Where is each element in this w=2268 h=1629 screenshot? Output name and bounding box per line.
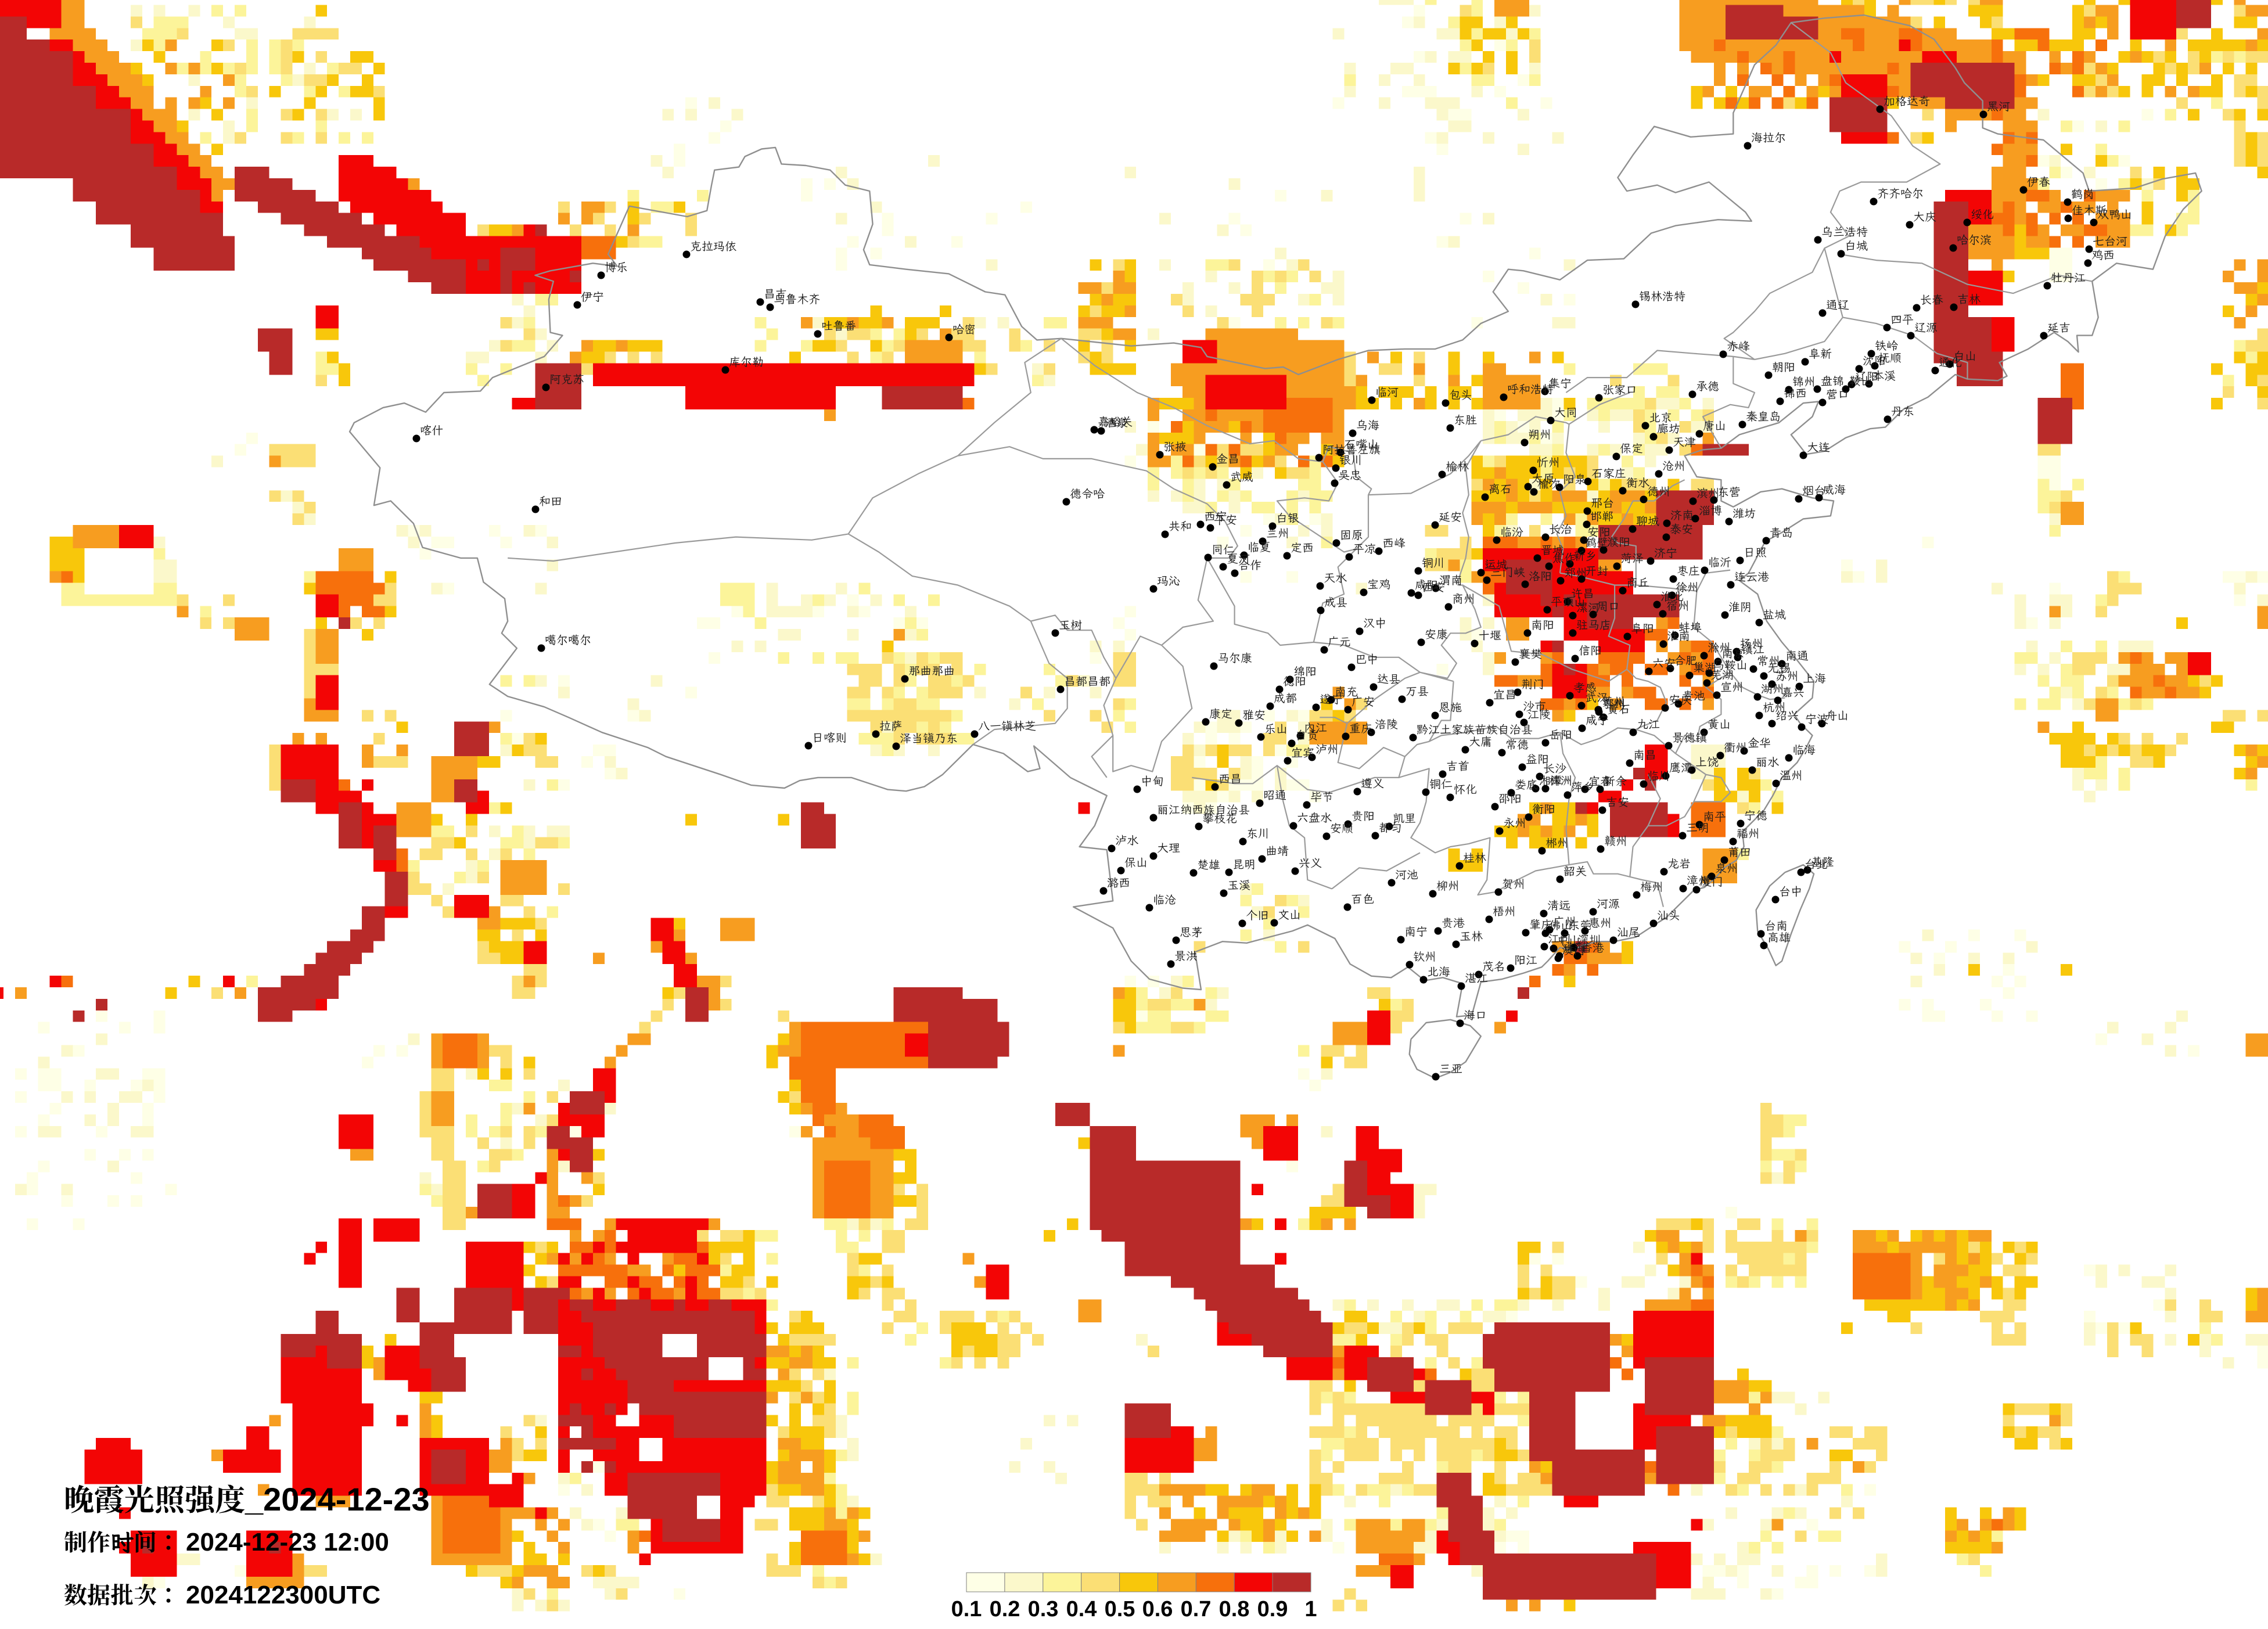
svg-text:0.5: 0.5 [1105,1597,1135,1621]
svg-text:2024122300UTC: 2024122300UTC [186,1581,380,1609]
svg-text:0.7: 0.7 [1181,1597,1212,1621]
svg-text:0.8: 0.8 [1219,1597,1250,1621]
svg-text:0.9: 0.9 [1257,1597,1288,1621]
svg-text:0.3: 0.3 [1028,1597,1059,1621]
svg-text:0.4: 0.4 [1066,1597,1097,1621]
svg-text:2024-12-23 12:00: 2024-12-23 12:00 [186,1528,389,1556]
svg-text:0.6: 0.6 [1142,1597,1173,1621]
svg-text:0.2: 0.2 [990,1597,1020,1621]
svg-text:0.1: 0.1 [951,1597,982,1621]
svg-text:1: 1 [1304,1597,1317,1621]
svg-text:_2024-12-23: _2024-12-23 [245,1481,430,1517]
